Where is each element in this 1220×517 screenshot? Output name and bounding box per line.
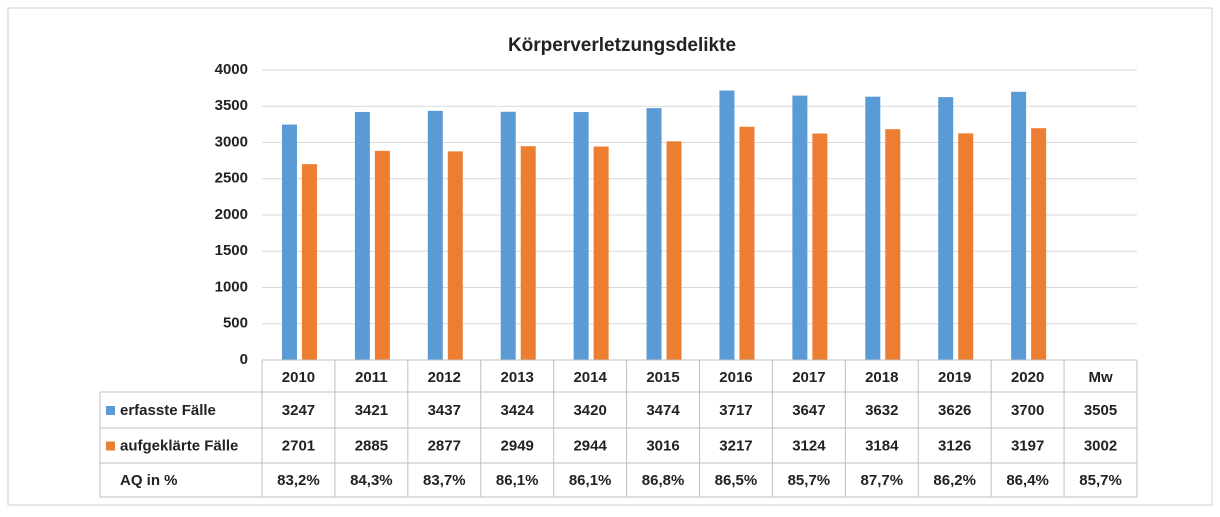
table-cell: 3124 [792,437,826,454]
bar [301,164,317,360]
bar [520,146,536,360]
table-cell: 2877 [428,437,461,454]
table-cell: 85,7% [788,472,831,489]
table-cell: 2701 [282,437,315,454]
x-tick-label: 2012 [428,369,461,386]
table-cell: 3626 [938,402,971,419]
y-tick-label: 2500 [215,170,248,187]
table-cell: 3247 [282,402,315,419]
table-cell: 3217 [719,437,752,454]
table-cell: 3424 [501,402,535,419]
x-tick-label: 2019 [938,369,971,386]
x-tick-label: 2015 [646,369,679,386]
bar [646,108,662,360]
table-cell: 3420 [573,402,606,419]
table-cell: 83,2% [277,472,320,489]
bar [1011,91,1027,360]
x-tick-label: 2011 [355,369,388,386]
bar [739,126,755,360]
bar [500,111,516,360]
legend-label: erfasste Fälle [120,402,216,419]
table-cell: 86,8% [642,472,685,489]
y-tick-label: 2000 [215,206,248,223]
y-tick-label: 3000 [215,133,248,150]
bar [573,112,589,360]
y-tick-label: 3500 [215,97,248,114]
bar [865,96,881,361]
table-cell: 83,7% [423,472,466,489]
table-cell: 3002 [1084,437,1117,454]
y-tick-label: 500 [223,315,248,332]
table-cell: 86,5% [715,472,758,489]
row-label: AQ in % [120,472,178,489]
bar [427,110,443,360]
table-cell: 2949 [501,437,534,454]
bar [885,129,901,360]
table-cell: 3632 [865,402,898,419]
y-tick-label: 1500 [215,242,248,259]
table-cell: 3700 [1011,402,1044,419]
table-cell: 3016 [646,437,679,454]
x-tick-label: Mw [1088,369,1112,386]
legend-label: aufgeklärte Fälle [120,437,238,454]
bar [666,141,682,360]
x-tick-label: 2018 [865,369,898,386]
x-tick-label: 2017 [792,369,825,386]
table-cell: 2885 [355,437,388,454]
bar [593,146,609,360]
table-cell: 3505 [1084,402,1117,419]
bar [281,124,297,360]
table-cell: 3197 [1011,437,1044,454]
x-tick-label: 2020 [1011,369,1044,386]
table-cell: 84,3% [350,472,393,489]
table-cell: 3437 [428,402,461,419]
table-cell: 3184 [865,437,899,454]
bar [719,90,735,360]
y-tick-label: 0 [240,351,248,368]
table-cell: 86,2% [933,472,976,489]
x-tick-label: 2016 [719,369,752,386]
table-cell: 86,1% [496,472,539,489]
table-cell: 3126 [938,437,971,454]
chart-title: Körperverletzungsdelikte [508,35,736,56]
x-tick-label: 2014 [573,369,607,386]
bar [447,151,463,360]
bar [792,95,808,360]
bar [812,133,828,360]
y-tick-label: 1000 [215,278,248,295]
bar [374,150,390,360]
table-cell: 3647 [792,402,825,419]
bar [958,133,974,360]
table-cell: 85,7% [1079,472,1122,489]
x-tick-label: 2013 [501,369,534,386]
bar [938,97,954,361]
table-cell: 86,1% [569,472,612,489]
table-cell: 3717 [719,402,752,419]
x-tick-label: 2010 [282,369,315,386]
table-cell: 86,4% [1006,472,1049,489]
table-cell: 2944 [573,437,607,454]
table-cell: 3474 [646,402,680,419]
table-cell: 3421 [355,402,388,419]
bar [354,111,370,360]
legend-swatch [106,406,115,415]
y-tick-label: 4000 [215,61,248,78]
legend-swatch [106,441,115,451]
table-cell: 87,7% [861,472,904,489]
bar [1031,128,1047,360]
